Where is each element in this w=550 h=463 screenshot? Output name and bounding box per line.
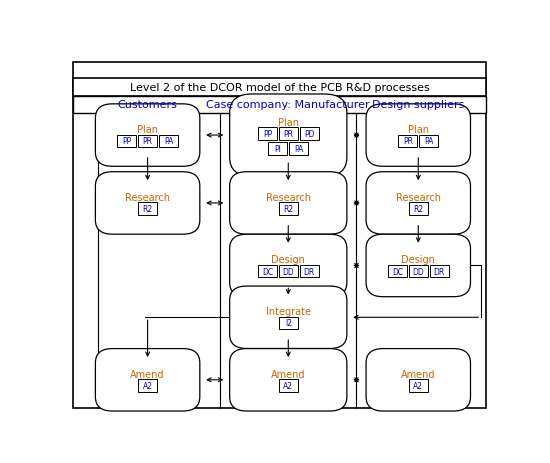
Text: DR: DR xyxy=(433,267,445,276)
Text: Research: Research xyxy=(266,193,311,202)
Text: DC: DC xyxy=(262,267,273,276)
FancyBboxPatch shape xyxy=(300,265,318,278)
FancyBboxPatch shape xyxy=(138,135,157,148)
FancyBboxPatch shape xyxy=(366,349,470,411)
FancyBboxPatch shape xyxy=(230,172,347,235)
Text: Plan: Plan xyxy=(408,125,429,135)
Text: PR: PR xyxy=(283,130,293,138)
FancyBboxPatch shape xyxy=(366,235,470,297)
FancyBboxPatch shape xyxy=(279,380,298,392)
Text: PI: PI xyxy=(274,145,281,154)
FancyBboxPatch shape xyxy=(95,105,200,167)
FancyBboxPatch shape xyxy=(159,135,178,148)
Text: Research: Research xyxy=(396,193,441,202)
FancyBboxPatch shape xyxy=(409,380,428,392)
FancyBboxPatch shape xyxy=(279,128,298,140)
FancyBboxPatch shape xyxy=(289,143,308,156)
FancyBboxPatch shape xyxy=(300,128,318,140)
Text: PP: PP xyxy=(263,130,272,138)
Text: Case company: Manufacturer: Case company: Manufacturer xyxy=(206,100,370,110)
Text: PD: PD xyxy=(304,130,315,138)
Text: PR: PR xyxy=(403,137,413,146)
Text: R2: R2 xyxy=(283,205,293,214)
Text: PR: PR xyxy=(142,137,152,146)
FancyBboxPatch shape xyxy=(419,135,438,148)
FancyBboxPatch shape xyxy=(409,203,428,215)
Text: PP: PP xyxy=(122,137,131,146)
Text: PA: PA xyxy=(294,145,304,154)
FancyBboxPatch shape xyxy=(258,265,277,278)
Text: Research: Research xyxy=(125,193,170,202)
Text: Amend: Amend xyxy=(401,369,436,379)
FancyBboxPatch shape xyxy=(138,203,157,215)
FancyBboxPatch shape xyxy=(409,265,428,278)
FancyBboxPatch shape xyxy=(366,172,470,235)
Text: A2: A2 xyxy=(283,381,293,390)
Text: Level 2 of the DCOR model of the PCB R&D processes: Level 2 of the DCOR model of the PCB R&D… xyxy=(130,83,430,93)
Text: DR: DR xyxy=(304,267,315,276)
FancyBboxPatch shape xyxy=(230,95,347,177)
FancyBboxPatch shape xyxy=(430,265,449,278)
FancyBboxPatch shape xyxy=(73,97,486,113)
FancyBboxPatch shape xyxy=(258,128,277,140)
Text: Amend: Amend xyxy=(271,369,305,379)
Text: PA: PA xyxy=(164,137,173,146)
FancyBboxPatch shape xyxy=(73,79,486,97)
FancyBboxPatch shape xyxy=(73,63,486,408)
FancyBboxPatch shape xyxy=(95,172,200,235)
Text: DC: DC xyxy=(392,267,403,276)
Text: I2: I2 xyxy=(285,319,292,328)
Text: DD: DD xyxy=(282,267,294,276)
Text: Design: Design xyxy=(402,255,435,265)
Text: Customers: Customers xyxy=(118,100,178,110)
Text: R2: R2 xyxy=(413,205,424,214)
Text: Amend: Amend xyxy=(130,369,165,379)
FancyBboxPatch shape xyxy=(230,235,347,297)
FancyBboxPatch shape xyxy=(268,143,287,156)
Text: Integrate: Integrate xyxy=(266,307,311,317)
FancyBboxPatch shape xyxy=(95,349,200,411)
Text: PA: PA xyxy=(424,137,433,146)
FancyBboxPatch shape xyxy=(230,287,347,349)
FancyBboxPatch shape xyxy=(279,265,298,278)
Text: Design: Design xyxy=(271,255,305,265)
Text: Plan: Plan xyxy=(137,125,158,135)
FancyBboxPatch shape xyxy=(138,380,157,392)
FancyBboxPatch shape xyxy=(279,203,298,215)
FancyBboxPatch shape xyxy=(279,317,298,330)
Text: Design suppliers: Design suppliers xyxy=(372,100,464,110)
FancyBboxPatch shape xyxy=(388,265,407,278)
Text: A2: A2 xyxy=(413,381,424,390)
Text: DD: DD xyxy=(412,267,424,276)
FancyBboxPatch shape xyxy=(398,135,417,148)
Text: A2: A2 xyxy=(142,381,152,390)
Text: R2: R2 xyxy=(142,205,153,214)
FancyBboxPatch shape xyxy=(117,135,136,148)
Text: Plan: Plan xyxy=(278,118,299,127)
FancyBboxPatch shape xyxy=(366,105,470,167)
FancyBboxPatch shape xyxy=(230,349,347,411)
